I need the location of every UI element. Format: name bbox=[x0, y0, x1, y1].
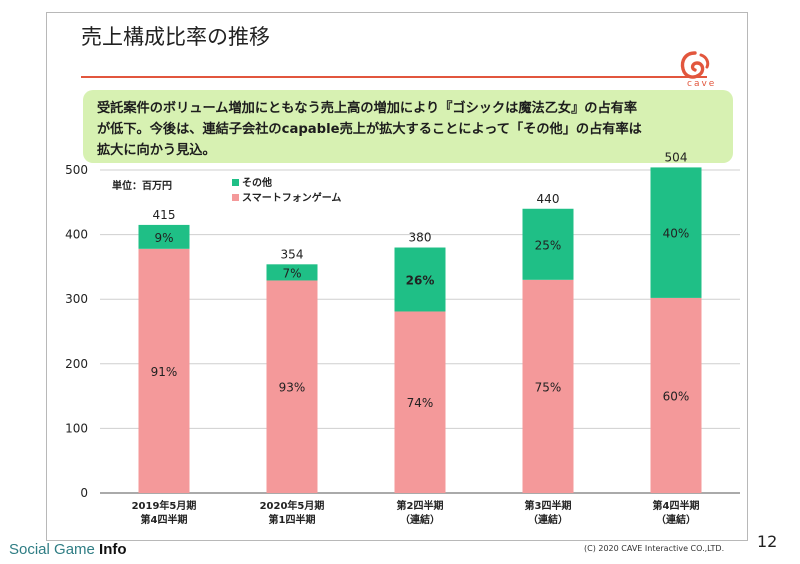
segment-percent-label: 75% bbox=[535, 380, 562, 394]
bar-segment-other bbox=[522, 208, 574, 280]
x-tick-label: 第4四半期 bbox=[141, 513, 188, 526]
bar-segment-smartphone bbox=[266, 280, 318, 493]
x-tick-label: （連結） bbox=[656, 513, 696, 526]
segment-percent-label: 26% bbox=[406, 273, 435, 287]
bar-total-label: 504 bbox=[665, 150, 688, 164]
segment-percent-label: 91% bbox=[151, 365, 178, 379]
bar-total-label: 354 bbox=[281, 247, 304, 261]
y-tick-label: 0 bbox=[80, 486, 88, 500]
segment-percent-label: 9% bbox=[154, 231, 173, 245]
x-tick-label: （連結） bbox=[528, 513, 568, 526]
segment-percent-label: 40% bbox=[663, 227, 690, 241]
segment-percent-label: 93% bbox=[279, 381, 306, 395]
x-tick-label: 2020年5月期 bbox=[260, 499, 325, 512]
segment-percent-label: 74% bbox=[407, 396, 434, 410]
x-tick-label: 第2四半期 bbox=[397, 499, 444, 512]
callout-line: 受託案件のボリューム増加にともなう売上高の増加により『ゴシックは魔法乙女』の占有… bbox=[97, 101, 638, 116]
bar-segment-other bbox=[266, 264, 318, 281]
slide-title: 売上構成比率の推移 bbox=[81, 25, 270, 49]
bar-segment-smartphone bbox=[522, 279, 574, 493]
footer-brand: Social Game Info bbox=[9, 541, 127, 558]
bar-segment-other bbox=[650, 167, 702, 298]
callout-line: 拡大に向かう見込。 bbox=[97, 143, 216, 158]
legend-label: スマートフォンゲーム bbox=[242, 191, 341, 204]
x-tick-label: 第1四半期 bbox=[269, 513, 316, 526]
legend-label: その他 bbox=[242, 176, 272, 189]
bar-segment-other bbox=[394, 247, 446, 312]
segment-percent-label: 25% bbox=[535, 238, 562, 252]
x-tick-label: 第4四半期 bbox=[653, 499, 700, 512]
segment-percent-label: 60% bbox=[663, 389, 690, 403]
x-tick-label: 2019年5月期 bbox=[132, 499, 197, 512]
x-tick-label: 第3四半期 bbox=[525, 499, 572, 512]
logo-text: cave bbox=[687, 79, 717, 89]
unit-label: 単位：百万円 bbox=[112, 179, 172, 192]
page-number: 12 bbox=[757, 532, 778, 551]
footer-brand-bold: Info bbox=[99, 541, 127, 558]
segment-percent-label: 7% bbox=[282, 266, 301, 280]
y-tick-label: 300 bbox=[65, 292, 88, 306]
y-tick-label: 500 bbox=[65, 163, 88, 177]
x-tick-label: （連結） bbox=[400, 513, 440, 526]
y-tick-label: 100 bbox=[65, 421, 88, 435]
callout-line: が低下。今後は、連結子会社のcapable売上が拡大することによって「その他」の… bbox=[97, 122, 642, 137]
legend-swatch bbox=[232, 194, 239, 201]
bar-segment-smartphone bbox=[394, 311, 446, 493]
bar-total-label: 440 bbox=[537, 192, 560, 206]
bar-total-label: 415 bbox=[153, 208, 176, 222]
copyright-text: (C) 2020 CAVE Interactive CO.,LTD. bbox=[584, 544, 725, 553]
footer-brand-plain: Social Game bbox=[9, 541, 100, 558]
bar-segment-smartphone bbox=[650, 297, 702, 493]
legend-swatch bbox=[232, 179, 239, 186]
bar-segment-other bbox=[138, 224, 190, 249]
summary-callout: 受託案件のボリューム増加にともなう売上高の増加により『ゴシックは魔法乙女』の占有… bbox=[83, 90, 733, 163]
y-tick-label: 400 bbox=[65, 228, 88, 242]
bar-total-label: 380 bbox=[409, 231, 432, 245]
title-underline bbox=[81, 76, 707, 78]
y-tick-label: 200 bbox=[65, 357, 88, 371]
cave-logo-icon bbox=[680, 51, 710, 79]
bar-segment-smartphone bbox=[138, 248, 190, 493]
